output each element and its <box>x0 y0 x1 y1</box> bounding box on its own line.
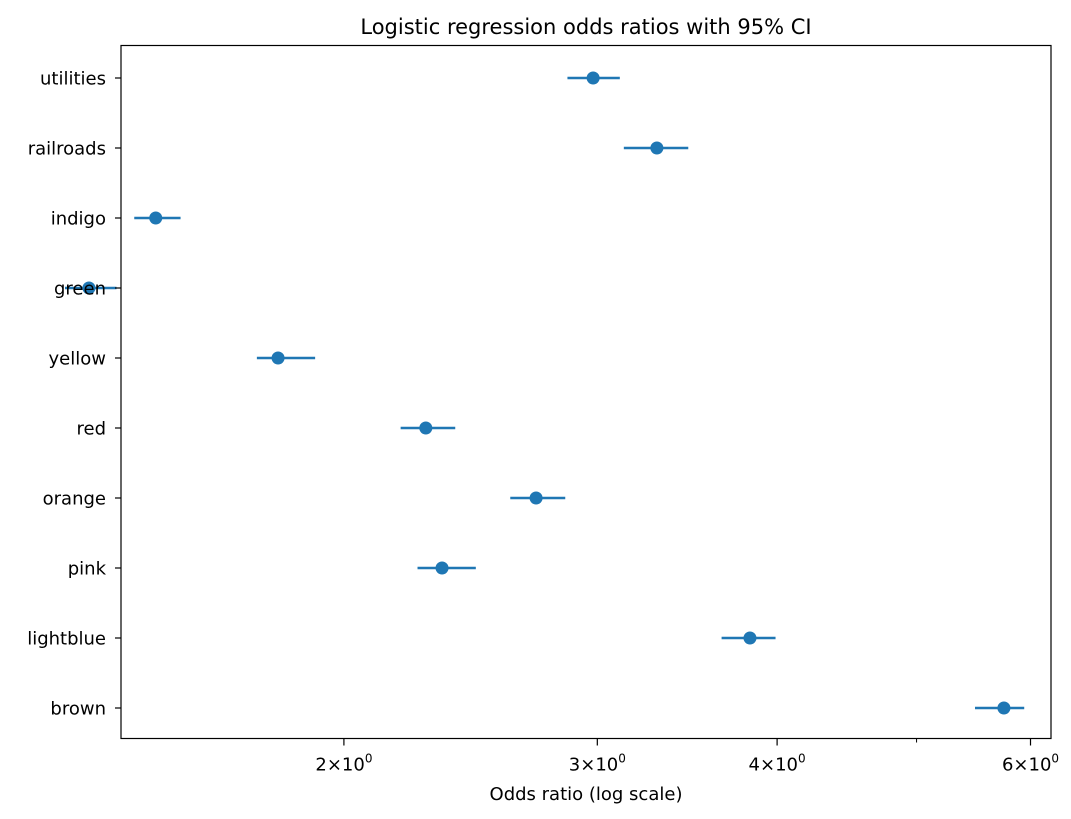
odds-ratio-point <box>586 71 600 85</box>
odds-ratio-point <box>271 351 285 365</box>
odds-ratio-point <box>529 491 543 505</box>
x-axis-label: Odds ratio (log scale) <box>490 784 683 805</box>
y-tick-label: red <box>76 419 106 440</box>
y-tick-label: orange <box>43 489 106 510</box>
x-tick-label: 3×100 <box>569 752 626 776</box>
x-tick-label: 4×100 <box>749 752 806 776</box>
series-layer <box>64 71 1025 715</box>
odds-ratio-point <box>435 561 449 575</box>
y-axis: utilities railroads indigo green yellow red or… <box>27 69 121 720</box>
odds-ratio-point <box>997 701 1011 715</box>
x-tick-label: 2×100 <box>315 752 372 776</box>
odds-ratio-point <box>149 211 163 225</box>
odds-ratio-point <box>650 141 664 155</box>
odds-ratio-point <box>82 281 96 295</box>
odds-ratio-point <box>419 421 433 435</box>
y-tick-label: green <box>54 279 106 300</box>
x-tick-label: 6×100 <box>1002 752 1059 776</box>
y-tick-label: indigo <box>51 209 106 230</box>
chart-title: Logistic regression odds ratios with 95%… <box>360 15 811 39</box>
y-tick-label: yellow <box>49 349 106 370</box>
y-tick-label: railroads <box>28 139 106 160</box>
y-tick-label: lightblue <box>27 629 106 650</box>
y-tick-label: pink <box>68 559 107 580</box>
y-tick-label: utilities <box>40 69 106 90</box>
odds-ratio-point <box>743 631 757 645</box>
x-axis: 2×100 3×100 4×100 6×100 <box>315 738 1059 776</box>
plot-frame <box>120 44 1052 740</box>
y-tick-label: brown <box>50 699 106 720</box>
